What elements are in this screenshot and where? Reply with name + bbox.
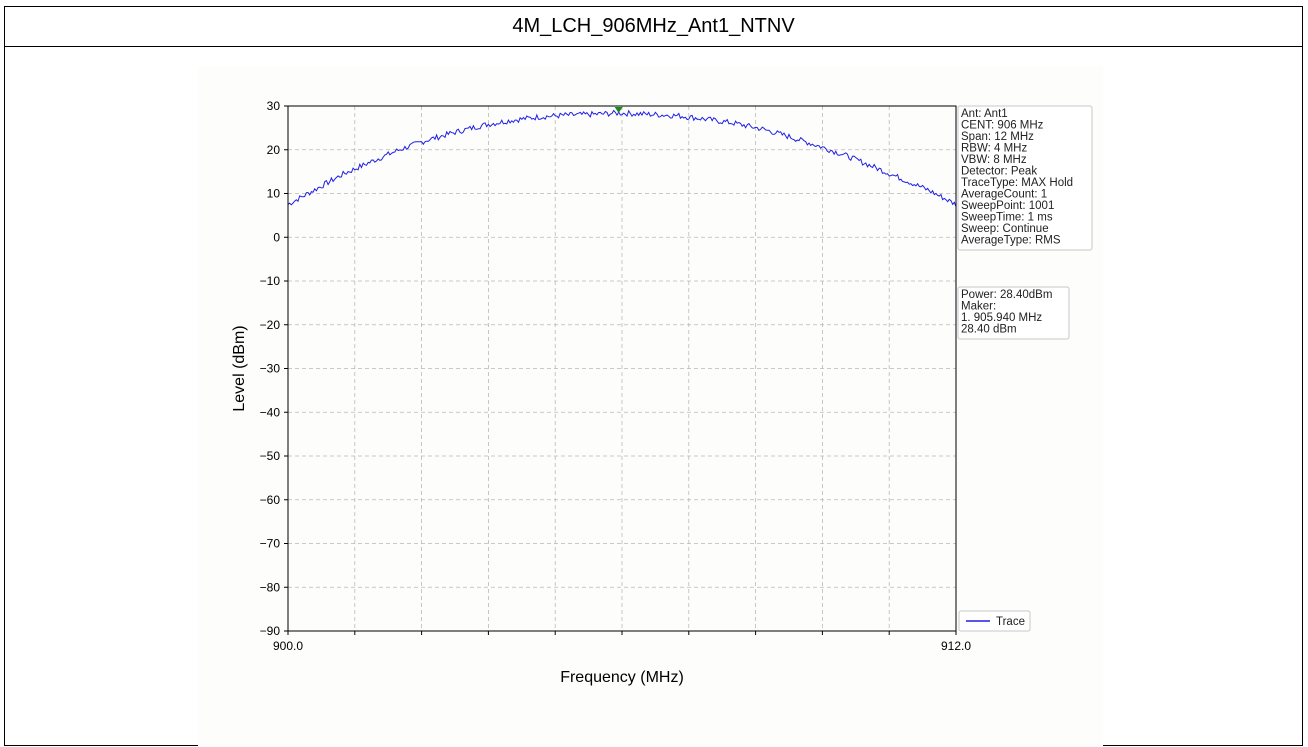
y-tick-label: −30 — [260, 362, 281, 376]
measurement-settings-box-line: Ant: Ant1 — [961, 108, 1008, 120]
measurement-settings-box-line: VBW: 8 MHz — [961, 154, 1027, 166]
measurement-result-box-line: 28.40 dBm — [961, 324, 1017, 336]
measurement-result-box-frame — [957, 286, 1070, 340]
x-axis-label: Frequency (MHz) — [560, 669, 684, 686]
x-tick-label: 912.0 — [941, 639, 971, 653]
measurement-settings-box-line: CENT: 906 MHz — [961, 120, 1044, 132]
y-tick-label: −70 — [260, 537, 281, 551]
figure-background — [198, 67, 1103, 747]
series-line-trace — [287, 109, 957, 207]
measurement-result-box-line: Maker: — [961, 301, 996, 313]
measurement-settings-box-line: AverageType: RMS — [961, 235, 1061, 247]
peak-marker-icon — [614, 107, 623, 113]
y-tick-label: −90 — [260, 624, 281, 638]
measurement-result-box-line: Power: 28.40dBm — [961, 289, 1052, 301]
y-tick-label: 0 — [273, 230, 280, 244]
measurement-settings-box-line: RBW: 4 MHz — [961, 143, 1027, 155]
measurement-settings-box-line: SweepPoint: 1001 — [961, 200, 1054, 212]
legend: Trace — [958, 610, 1031, 632]
measurement-settings-box-line: Detector: Peak — [961, 166, 1037, 178]
y-tick-label: −20 — [260, 318, 281, 332]
y-tick-label: −10 — [260, 274, 281, 288]
measurement-settings-box-line: Span: 12 MHz — [961, 131, 1034, 143]
measurement-settings-box-line: SweepTime: 1 ms — [961, 212, 1053, 224]
measurement-settings-box-line: TraceType: MAX Hold — [961, 177, 1073, 189]
y-tick-label: −80 — [260, 580, 281, 594]
y-tick-label: 10 — [267, 187, 281, 201]
y-tick-label: −40 — [260, 405, 281, 419]
page-title: 4M_LCH_906MHz_Ant1_NTNV — [5, 7, 1302, 47]
y-tick-label: 30 — [267, 99, 281, 113]
measurement-result-box-line: 1. 905.940 MHz — [961, 312, 1042, 324]
y-axis-label: Level (dBm) — [231, 325, 248, 411]
legend-label: Trace — [996, 616, 1025, 628]
legend-frame — [958, 610, 1031, 632]
y-tick-label: 20 — [267, 143, 281, 157]
measurement-settings-box-line: AverageCount: 1 — [961, 189, 1047, 201]
measurement-settings-box-line: Sweep: Continue — [961, 223, 1049, 235]
y-tick-label: −50 — [260, 449, 281, 463]
measurement-settings-box-frame — [957, 105, 1093, 251]
y-tick-label: −60 — [260, 493, 281, 507]
x-tick-label: 900.0 — [273, 639, 303, 653]
